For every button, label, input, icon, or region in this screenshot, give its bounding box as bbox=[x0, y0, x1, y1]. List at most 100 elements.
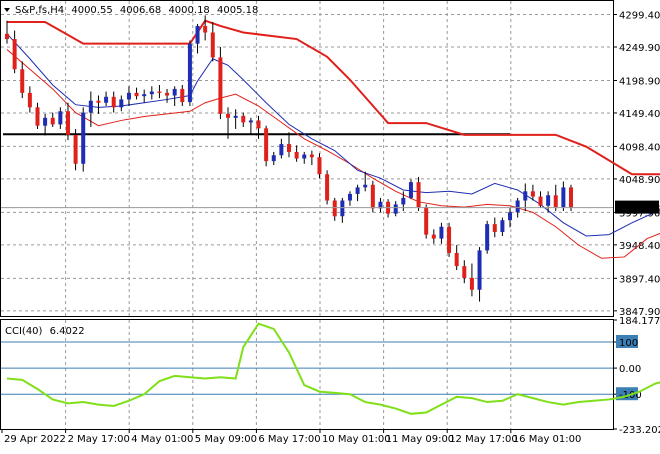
time-tick-label: 16 May 01:00 bbox=[513, 434, 582, 445]
candle-body bbox=[157, 91, 162, 93]
candle-body bbox=[256, 120, 261, 129]
close-value: 4005.18 bbox=[217, 5, 258, 16]
candle-body bbox=[401, 197, 406, 205]
time-tick-label: 6 May 17:00 bbox=[258, 434, 320, 445]
candle-body bbox=[203, 25, 208, 33]
candle-body bbox=[241, 115, 246, 123]
candle-body bbox=[416, 182, 421, 208]
cci-line bbox=[6, 322, 660, 415]
candle-body bbox=[35, 107, 40, 126]
price-axis: 4299.40 4249.90 4198.90 4149.40 4098.40 4048.… bbox=[613, 11, 660, 318]
svg-text:S&P,fs,H4 4000.55: S&P,fs,H4 4000.55 4006.68 4000.18 4005.1… bbox=[15, 5, 258, 16]
candle-body bbox=[500, 220, 505, 232]
high-value: 4006.68 bbox=[120, 5, 161, 16]
candle-body bbox=[50, 117, 55, 125]
candle-body bbox=[302, 154, 307, 159]
candle-body bbox=[195, 25, 200, 44]
time-tick-label: 10 May 01:00 bbox=[322, 434, 391, 445]
candle-body bbox=[248, 120, 253, 123]
open-value: 4000.55 bbox=[71, 5, 112, 16]
candle-body bbox=[485, 224, 490, 251]
candle-body bbox=[20, 69, 25, 93]
candle-body bbox=[187, 43, 192, 103]
candle-body bbox=[347, 193, 352, 201]
time-tick-label: 2 May 17:00 bbox=[68, 434, 130, 445]
candle-body bbox=[515, 200, 520, 213]
candle-body bbox=[294, 151, 299, 159]
candle-body bbox=[126, 92, 131, 100]
candle-body bbox=[65, 111, 70, 135]
price-series: 4005.18 bbox=[1, 15, 660, 302]
candle-body bbox=[88, 100, 93, 113]
cci-series bbox=[6, 322, 660, 415]
candle-body bbox=[332, 200, 337, 217]
symbol-label: S&P,fs,H4 bbox=[15, 5, 64, 16]
cci-level-tag bbox=[616, 334, 638, 348]
candle-body bbox=[530, 191, 535, 197]
slow-ma-line bbox=[6, 49, 660, 259]
candle-body bbox=[309, 154, 314, 158]
candle-body bbox=[431, 234, 436, 239]
candle-body bbox=[287, 144, 291, 152]
price-panel bbox=[0, 0, 614, 317]
cci-tick-label: 0.00 bbox=[619, 364, 641, 375]
candle-body bbox=[447, 226, 452, 253]
cci-tick-label: 100 bbox=[619, 338, 638, 349]
candle-body bbox=[469, 277, 474, 290]
candle-body bbox=[439, 226, 444, 239]
low-value: 4000.18 bbox=[168, 5, 209, 16]
candle-body bbox=[264, 128, 269, 162]
time-tick-label: 5 May 09:00 bbox=[195, 434, 257, 445]
time-tick-label: 12 May 17:00 bbox=[449, 434, 518, 445]
candle-body bbox=[218, 57, 223, 114]
price-tick-label: 3948.40 bbox=[619, 241, 660, 252]
price-tick-label: 3847.90 bbox=[619, 307, 660, 318]
candle-body bbox=[508, 212, 513, 221]
price-tick-label: 3997.90 bbox=[619, 208, 660, 219]
candle-body bbox=[165, 92, 170, 96]
candle-body bbox=[553, 195, 558, 208]
candle-body bbox=[393, 204, 398, 214]
price-tick-label: 4198.90 bbox=[619, 76, 660, 87]
candle-body bbox=[12, 39, 17, 70]
dropdown-triangle-icon[interactable] bbox=[4, 8, 10, 12]
candle-body bbox=[477, 250, 482, 290]
candle-body bbox=[340, 200, 345, 217]
candle-body bbox=[210, 32, 215, 58]
candle-body bbox=[355, 187, 360, 194]
candle-body bbox=[279, 144, 284, 156]
candle-body bbox=[317, 157, 322, 175]
time-tick-label: 4 May 01:00 bbox=[131, 434, 193, 445]
candle-body bbox=[538, 196, 543, 206]
candle-body bbox=[462, 266, 467, 278]
fast-ma-line bbox=[6, 33, 660, 237]
time-tick-label: 11 May 09:00 bbox=[386, 434, 455, 445]
candle-body bbox=[546, 195, 551, 206]
cci-grid bbox=[1, 320, 613, 429]
candle-body bbox=[104, 96, 109, 103]
indicator-header: CCI(40) 6.4022 bbox=[5, 326, 85, 337]
envelope-upper-line bbox=[7, 19, 660, 176]
candle-body bbox=[378, 201, 383, 209]
candle-body bbox=[492, 224, 497, 232]
candle-body bbox=[523, 191, 528, 201]
candle-body bbox=[58, 111, 63, 125]
candle-body bbox=[363, 184, 368, 188]
price-grid bbox=[1, 1, 613, 316]
candle-body bbox=[73, 134, 78, 164]
cci-panel bbox=[0, 319, 614, 430]
indicator-value: 6.4022 bbox=[50, 326, 85, 337]
candle-body bbox=[149, 91, 154, 95]
price-tick-label: 4299.40 bbox=[619, 11, 660, 22]
candle-body bbox=[81, 112, 86, 164]
candle-body bbox=[119, 99, 124, 108]
price-tick-label: 4249.90 bbox=[619, 43, 660, 54]
candle-body bbox=[142, 94, 147, 97]
candle-body bbox=[325, 174, 330, 201]
price-tick-label: 4149.40 bbox=[619, 109, 660, 120]
candle-body bbox=[408, 182, 413, 198]
